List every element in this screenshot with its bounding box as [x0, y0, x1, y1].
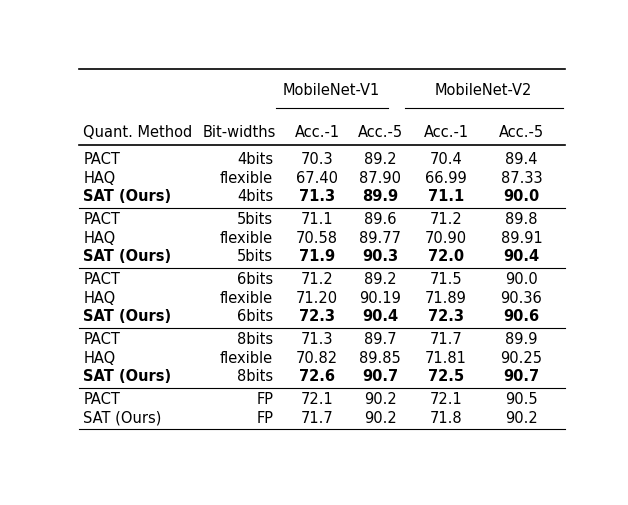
Text: HAQ: HAQ: [84, 290, 116, 305]
Text: 87.90: 87.90: [359, 170, 401, 185]
Text: 89.2: 89.2: [364, 272, 396, 286]
Text: 70.90: 70.90: [425, 230, 467, 245]
Text: 89.77: 89.77: [359, 230, 401, 245]
Text: 90.4: 90.4: [503, 249, 539, 264]
Text: 89.4: 89.4: [505, 152, 538, 167]
Text: FP: FP: [256, 391, 273, 406]
Text: 90.5: 90.5: [505, 391, 538, 406]
Text: PACT: PACT: [84, 331, 120, 346]
Text: 90.0: 90.0: [503, 189, 539, 204]
Text: 71.5: 71.5: [430, 272, 462, 286]
Text: 71.3: 71.3: [301, 331, 333, 346]
Text: 90.2: 90.2: [364, 410, 397, 425]
Text: 89.9: 89.9: [362, 189, 398, 204]
Text: 89.8: 89.8: [505, 212, 538, 227]
Text: PACT: PACT: [84, 391, 120, 406]
Text: 90.7: 90.7: [362, 369, 398, 384]
Text: 90.3: 90.3: [362, 249, 398, 264]
Text: 71.81: 71.81: [425, 350, 467, 365]
Text: 70.4: 70.4: [430, 152, 462, 167]
Text: 72.1: 72.1: [430, 391, 462, 406]
Text: 71.1: 71.1: [301, 212, 333, 227]
Text: SAT (Ours): SAT (Ours): [84, 249, 171, 264]
Text: Acc.-1: Acc.-1: [423, 124, 468, 139]
Text: HAQ: HAQ: [84, 170, 116, 185]
Text: 4bits: 4bits: [237, 152, 273, 167]
Text: 90.2: 90.2: [364, 391, 397, 406]
Text: 87.33: 87.33: [501, 170, 542, 185]
Text: 89.91: 89.91: [501, 230, 542, 245]
Text: 72.1: 72.1: [301, 391, 333, 406]
Text: 89.85: 89.85: [359, 350, 401, 365]
Text: 8bits: 8bits: [237, 331, 273, 346]
Text: 71.20: 71.20: [296, 290, 338, 305]
Text: 4bits: 4bits: [237, 189, 273, 204]
Text: PACT: PACT: [84, 272, 120, 286]
Text: 71.7: 71.7: [430, 331, 462, 346]
Text: 89.9: 89.9: [505, 331, 538, 346]
Text: 90.25: 90.25: [501, 350, 543, 365]
Text: flexible: flexible: [220, 290, 273, 305]
Text: 72.6: 72.6: [299, 369, 335, 384]
Text: 90.2: 90.2: [505, 410, 538, 425]
Text: HAQ: HAQ: [84, 350, 116, 365]
Text: PACT: PACT: [84, 152, 120, 167]
Text: 89.2: 89.2: [364, 152, 396, 167]
Text: 66.99: 66.99: [425, 170, 467, 185]
Text: 6bits: 6bits: [237, 272, 273, 286]
Text: PACT: PACT: [84, 212, 120, 227]
Text: HAQ: HAQ: [84, 230, 116, 245]
Text: 71.2: 71.2: [430, 212, 462, 227]
Text: 70.82: 70.82: [296, 350, 338, 365]
Text: 89.6: 89.6: [364, 212, 396, 227]
Text: 72.0: 72.0: [428, 249, 464, 264]
Text: 90.6: 90.6: [503, 309, 539, 324]
Text: Acc.-5: Acc.-5: [358, 124, 403, 139]
Text: 90.4: 90.4: [362, 309, 398, 324]
Text: flexible: flexible: [220, 230, 273, 245]
Text: SAT (Ours): SAT (Ours): [84, 369, 171, 384]
Text: 8bits: 8bits: [237, 369, 273, 384]
Text: 5bits: 5bits: [237, 212, 273, 227]
Text: 67.40: 67.40: [296, 170, 338, 185]
Text: Acc.-5: Acc.-5: [499, 124, 544, 139]
Text: SAT (Ours): SAT (Ours): [84, 309, 171, 324]
Text: 71.7: 71.7: [301, 410, 333, 425]
Text: SAT (Ours): SAT (Ours): [84, 410, 162, 425]
Text: FP: FP: [256, 410, 273, 425]
Text: 71.89: 71.89: [425, 290, 467, 305]
Text: 72.3: 72.3: [428, 309, 464, 324]
Text: 5bits: 5bits: [237, 249, 273, 264]
Text: MobileNet-V2: MobileNet-V2: [435, 83, 533, 98]
Text: SAT (Ours): SAT (Ours): [84, 189, 171, 204]
Text: 90.0: 90.0: [505, 272, 538, 286]
Text: MobileNet-V1: MobileNet-V1: [283, 83, 380, 98]
Text: flexible: flexible: [220, 350, 273, 365]
Text: Acc.-1: Acc.-1: [295, 124, 340, 139]
Text: 70.3: 70.3: [301, 152, 333, 167]
Text: 72.5: 72.5: [428, 369, 464, 384]
Text: 72.3: 72.3: [299, 309, 335, 324]
Text: 71.9: 71.9: [299, 249, 335, 264]
Text: 71.8: 71.8: [430, 410, 462, 425]
Text: 71.1: 71.1: [428, 189, 464, 204]
Text: Bit-widths: Bit-widths: [203, 124, 276, 139]
Text: 6bits: 6bits: [237, 309, 273, 324]
Text: 70.58: 70.58: [296, 230, 338, 245]
Text: Quant. Method: Quant. Method: [84, 124, 193, 139]
Text: flexible: flexible: [220, 170, 273, 185]
Text: 90.19: 90.19: [359, 290, 401, 305]
Text: 89.7: 89.7: [364, 331, 396, 346]
Text: 71.3: 71.3: [299, 189, 335, 204]
Text: 71.2: 71.2: [301, 272, 333, 286]
Text: 90.36: 90.36: [501, 290, 542, 305]
Text: 90.7: 90.7: [503, 369, 539, 384]
